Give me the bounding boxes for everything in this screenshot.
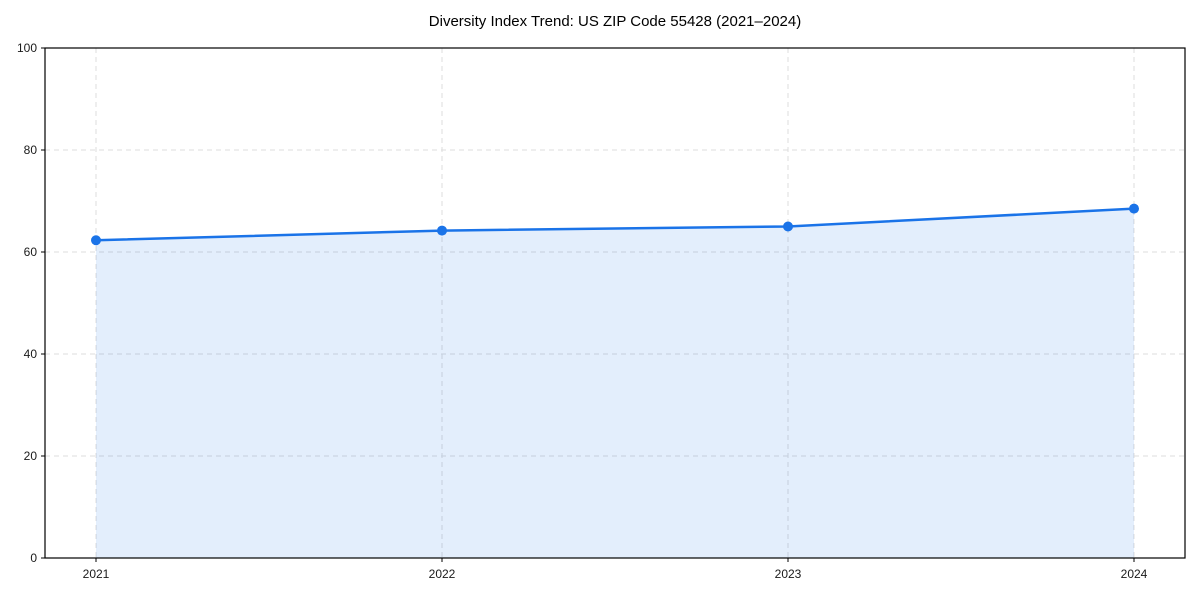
chart-title: Diversity Index Trend: US ZIP Code 55428…: [428, 13, 802, 30]
x-tick-label: 2024: [1121, 567, 1148, 581]
data-point-2021: [91, 235, 101, 246]
x-tick-label: 2021: [83, 567, 110, 581]
data-point-2024: [1129, 203, 1139, 214]
y-tick-label: 40: [24, 347, 38, 361]
trend-line: [94, 207, 1136, 242]
x-tick-label: 2023: [775, 567, 802, 581]
y-tick-label: 20: [24, 449, 38, 463]
y-tick-label: 60: [24, 245, 38, 259]
y-tick-label: 80: [24, 143, 38, 157]
y-tick-label: 100: [17, 41, 37, 55]
data-point-2022: [437, 225, 447, 236]
x-tick-label: 2022: [429, 567, 456, 581]
data-point-2023: [783, 221, 793, 232]
plot-border: [44, 47, 1186, 559]
y-tick-label: 0: [30, 551, 37, 565]
area-fill: [96, 208, 1134, 558]
